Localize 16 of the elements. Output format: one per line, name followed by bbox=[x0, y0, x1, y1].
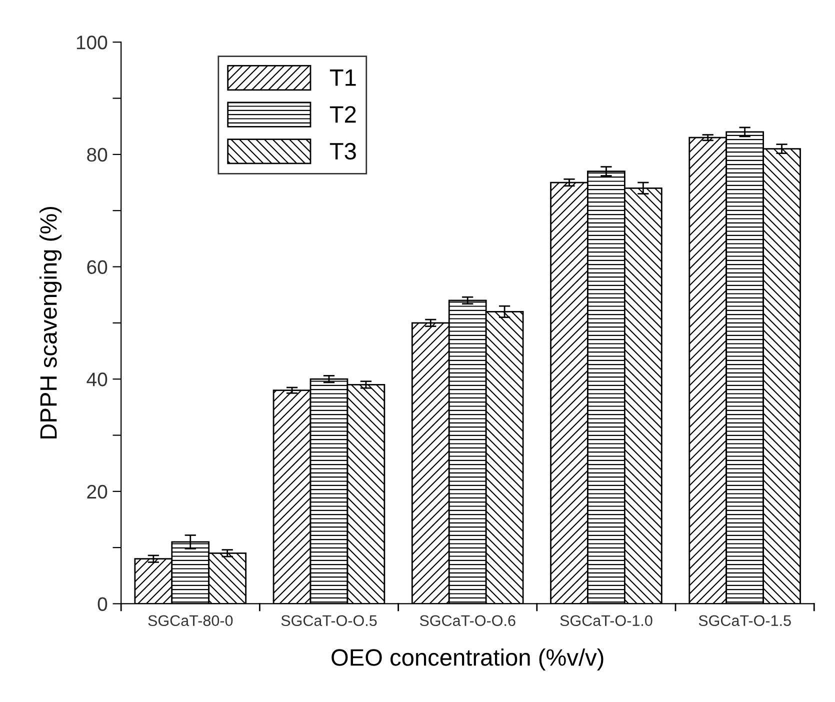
y-tick-label: 0 bbox=[98, 597, 108, 611]
legend-label: T2 bbox=[330, 106, 356, 123]
y-axis-title: DPPH scavenging (%) bbox=[40, 206, 62, 438]
y-tick-label: 100 bbox=[76, 36, 108, 50]
y-tick-label: 20 bbox=[87, 484, 108, 499]
x-axis-title: OEO concentration (%v/v) bbox=[332, 648, 604, 671]
y-tick-label: 80 bbox=[87, 148, 108, 162]
y-tick-label: 40 bbox=[86, 372, 108, 386]
legend-label: T1 bbox=[330, 70, 356, 86]
legend-label: T3 bbox=[330, 142, 356, 160]
y-tick-label: 60 bbox=[87, 260, 108, 274]
x-tick-label: SGCaT-O-1.0 bbox=[560, 615, 652, 626]
x-tick-label: SGCaT-O-1.5 bbox=[698, 615, 791, 626]
x-tick-label: SGCaT-O-O.6 bbox=[420, 615, 516, 626]
x-tick-label: SGCaT-O-O.5 bbox=[281, 615, 377, 626]
x-tick-label: SGCaT-80-0 bbox=[148, 615, 233, 626]
